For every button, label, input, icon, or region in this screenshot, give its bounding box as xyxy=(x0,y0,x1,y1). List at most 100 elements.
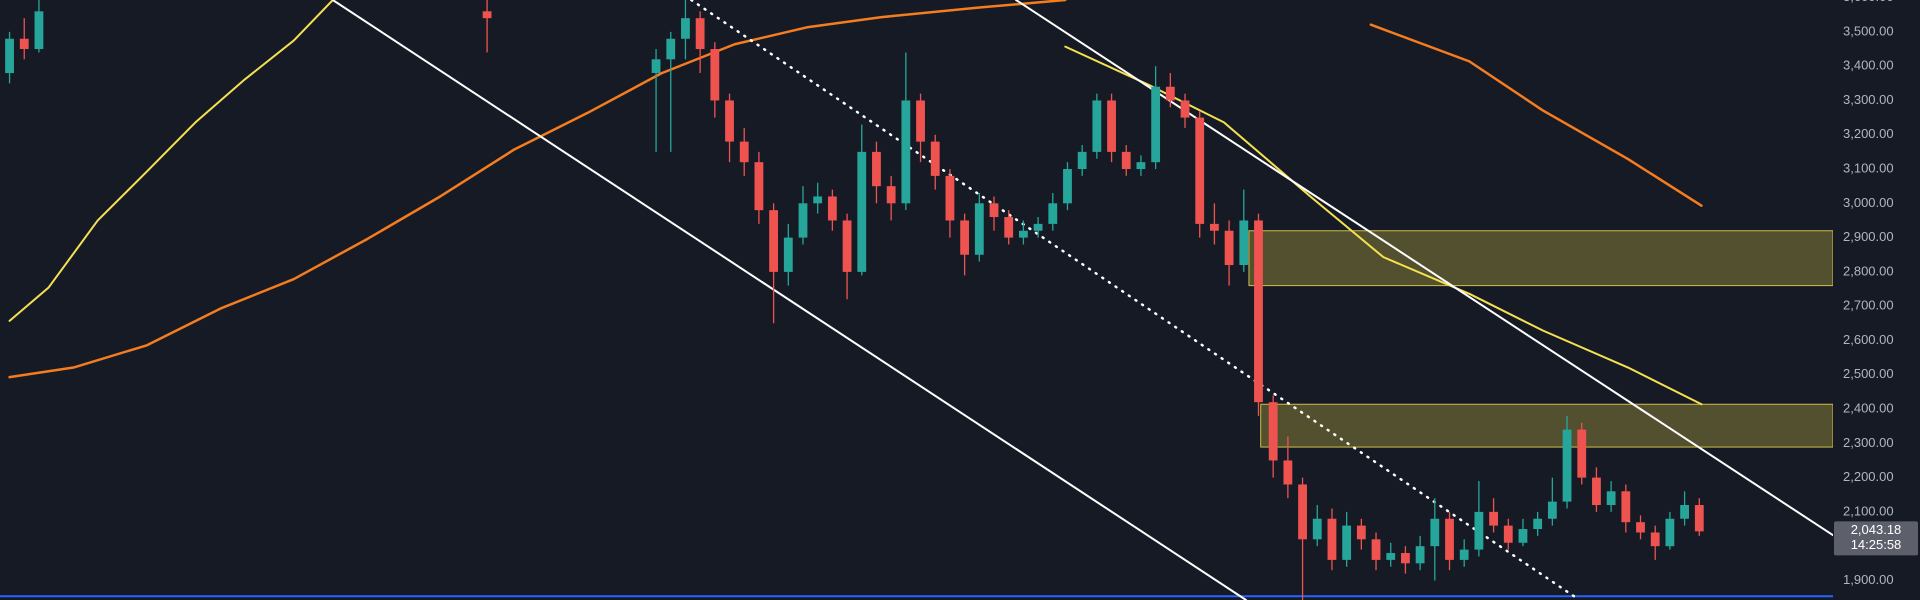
candle-body xyxy=(1121,151,1131,170)
y-tick-label: 3,400.00 xyxy=(1843,58,1894,73)
candle-body xyxy=(945,175,955,221)
candle-body xyxy=(1180,100,1190,118)
candle-body xyxy=(651,59,661,74)
candle-body xyxy=(1298,484,1307,540)
y-tick-label: 2,600.00 xyxy=(1843,332,1894,347)
candle-body xyxy=(769,210,779,272)
countdown-label: 14:25:58 xyxy=(1851,537,1902,552)
candle-body xyxy=(1210,223,1219,231)
candle-body xyxy=(1459,549,1469,560)
candle-body xyxy=(1518,529,1528,543)
zone xyxy=(1260,403,1833,448)
candle-body xyxy=(886,186,896,204)
candle-body xyxy=(1063,169,1072,204)
y-tick-label: 2,800.00 xyxy=(1843,263,1894,278)
candle-body xyxy=(1195,117,1205,224)
y-tick-label: 2,700.00 xyxy=(1843,298,1894,313)
candle-body xyxy=(1636,522,1645,533)
y-tick-label: 2,200.00 xyxy=(1843,469,1894,484)
candle-body xyxy=(5,38,14,74)
candle-body xyxy=(1430,518,1440,547)
candle-body xyxy=(872,151,881,187)
y-tick-label: 2,400.00 xyxy=(1843,400,1894,415)
candle-body xyxy=(710,49,720,101)
y-tick-label: 2,300.00 xyxy=(1843,435,1894,450)
line xyxy=(8,0,1703,406)
line xyxy=(8,0,1703,379)
candle-body xyxy=(1680,505,1690,519)
candle-body xyxy=(1048,203,1058,224)
candle-body xyxy=(1356,525,1366,540)
candle-body xyxy=(798,203,808,238)
y-tick-label: 3,300.00 xyxy=(1843,92,1894,107)
candle-body xyxy=(1592,477,1601,506)
candle-body xyxy=(1445,518,1454,560)
candle-body xyxy=(1694,505,1704,532)
candle-body xyxy=(813,196,823,204)
y-tick-label: 3,500.00 xyxy=(1843,23,1894,38)
candle-body xyxy=(901,100,911,204)
candle-body xyxy=(930,141,940,176)
plot-area xyxy=(0,0,1833,600)
candle-body xyxy=(1371,539,1381,560)
candle-body xyxy=(739,141,749,163)
candle-body xyxy=(1004,217,1014,238)
candle-body xyxy=(1268,402,1278,461)
candle-body xyxy=(1239,220,1249,266)
candle-body xyxy=(1312,518,1322,540)
candle-body xyxy=(1650,532,1660,547)
y-tick-label: 3,600.00 xyxy=(1843,0,1894,4)
y-tick-label: 1,900.00 xyxy=(1843,572,1894,587)
candle-body xyxy=(1606,491,1616,506)
candle-body xyxy=(1018,230,1028,238)
y-tick-label: 2,500.00 xyxy=(1843,366,1894,381)
candle-body xyxy=(1224,230,1234,266)
candle-body xyxy=(1415,546,1425,564)
candle-body xyxy=(1665,518,1675,547)
candle-body xyxy=(1503,525,1513,543)
candle-body xyxy=(19,38,29,50)
candle-body xyxy=(1165,86,1175,101)
y-tick-label: 3,100.00 xyxy=(1843,160,1894,175)
candle-body xyxy=(1283,460,1293,485)
dotted-trend-line xyxy=(690,0,1581,600)
y-tick-label: 3,200.00 xyxy=(1843,126,1894,141)
last-price-label: 2,043.18 xyxy=(1851,522,1902,537)
candle-body xyxy=(681,18,690,39)
candle-body xyxy=(1474,511,1484,550)
last-price-box xyxy=(1834,521,1918,556)
candle-body xyxy=(916,100,925,142)
candle-body xyxy=(989,203,999,218)
candle-body xyxy=(827,196,837,221)
candle-body xyxy=(1254,220,1263,403)
candle-body xyxy=(1136,162,1146,170)
candle-body xyxy=(1547,501,1557,519)
candle-body xyxy=(974,203,984,255)
candle-body xyxy=(725,100,734,142)
candle-body xyxy=(783,237,793,272)
y-tick-label: 2,100.00 xyxy=(1843,503,1894,518)
candle-body xyxy=(1092,100,1102,152)
candle-body xyxy=(1342,525,1352,560)
candle-body xyxy=(1327,518,1337,560)
candle-body xyxy=(1386,553,1396,560)
candle-body xyxy=(857,151,867,272)
candle-body xyxy=(1489,511,1498,526)
candle-body xyxy=(842,220,852,272)
candle-body xyxy=(1533,518,1543,530)
candle-body xyxy=(1401,553,1410,564)
candle-body xyxy=(1577,429,1587,478)
line xyxy=(331,0,1247,600)
candle-body xyxy=(960,220,970,255)
y-tick-label: 2,900.00 xyxy=(1843,229,1894,244)
candle-body xyxy=(1621,491,1631,523)
candle-body xyxy=(1077,151,1087,170)
zone xyxy=(1248,230,1833,287)
y-tick-label: 3,000.00 xyxy=(1843,195,1894,210)
candle-body xyxy=(1107,100,1116,152)
candle-body xyxy=(1033,223,1043,231)
candle-body xyxy=(1151,86,1161,163)
